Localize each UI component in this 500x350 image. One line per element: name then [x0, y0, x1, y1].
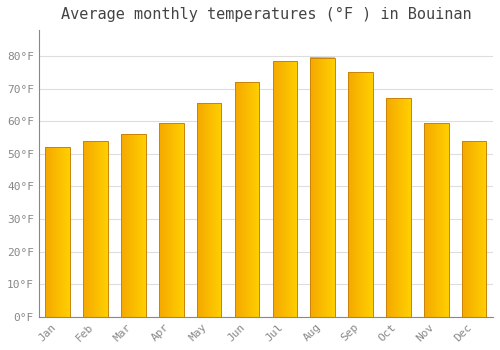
Bar: [234, 82, 260, 317]
Bar: [462, 141, 486, 317]
Title: Average monthly temperatures (°F ) in Bouinan: Average monthly temperatures (°F ) in Bo…: [60, 7, 471, 22]
Bar: [121, 134, 146, 317]
Bar: [424, 123, 448, 317]
Bar: [159, 123, 184, 317]
Bar: [84, 141, 108, 317]
Bar: [272, 61, 297, 317]
Bar: [310, 58, 335, 317]
Bar: [386, 98, 410, 317]
Bar: [46, 147, 70, 317]
Bar: [348, 72, 373, 317]
Bar: [197, 103, 222, 317]
